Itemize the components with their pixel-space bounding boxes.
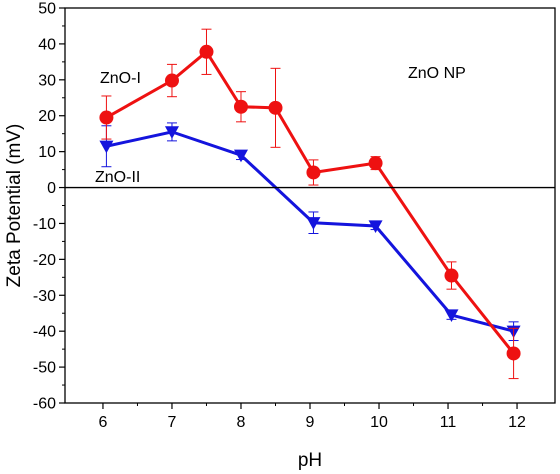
x-tick-label: 12	[508, 414, 526, 431]
data-point	[368, 156, 383, 171]
x-axis-title: pH	[298, 450, 322, 471]
y-tick-label: -20	[33, 252, 56, 269]
x-tick-label: 6	[99, 414, 108, 431]
annotation-zno-np: ZnO NP	[408, 65, 466, 82]
x-tick-label: 8	[237, 414, 246, 431]
y-tick-label: 40	[38, 36, 56, 53]
x-tick-label: 7	[168, 414, 177, 431]
x-tick-label: 11	[440, 414, 457, 431]
data-point	[164, 126, 179, 139]
series-label-zno-ii: ZnO-II	[95, 169, 140, 186]
data-point	[233, 149, 248, 163]
series-layer	[99, 28, 521, 380]
y-axis-title: Zeta Potential (mV)	[4, 124, 25, 288]
y-tick-label: 0	[47, 180, 56, 197]
data-point	[199, 44, 214, 59]
data-point	[306, 165, 321, 180]
data-point	[99, 110, 114, 125]
y-tick-label: -30	[33, 288, 56, 305]
data-point	[233, 99, 248, 114]
y-tick-label: -60	[33, 396, 56, 413]
data-point	[164, 73, 179, 88]
data-point	[268, 100, 283, 115]
data-point	[444, 309, 459, 323]
series-zno-ii	[99, 122, 521, 342]
x-tick-label: 10	[370, 414, 388, 431]
data-point	[506, 346, 521, 361]
labels-layer: pH Zeta Potential (mV) ZnO-I ZnO-II ZnO …	[4, 65, 466, 471]
axes-layer: -60 -50 -40 -30 -20 -10 0 10 20 30 40 50 6 7 8 9 10 11 12	[33, 1, 556, 431]
y-tick-label: 20	[38, 108, 56, 125]
y-tick-label: -50	[33, 360, 56, 377]
series-zno-i	[99, 28, 521, 380]
y-tick-label: 10	[38, 144, 56, 161]
y-tick-label: 30	[38, 72, 56, 89]
y-tick-label: 50	[38, 1, 56, 18]
series-label-zno-i: ZnO-I	[100, 70, 141, 87]
y-tick-label: -40	[33, 324, 56, 341]
y-tick-label: -10	[33, 216, 56, 233]
data-point	[306, 217, 321, 230]
data-point	[368, 220, 383, 233]
data-point	[99, 140, 114, 154]
series-line	[106, 130, 514, 333]
x-tick-label: 9	[306, 414, 315, 431]
plot-frame	[64, 7, 556, 404]
data-point	[444, 268, 459, 283]
